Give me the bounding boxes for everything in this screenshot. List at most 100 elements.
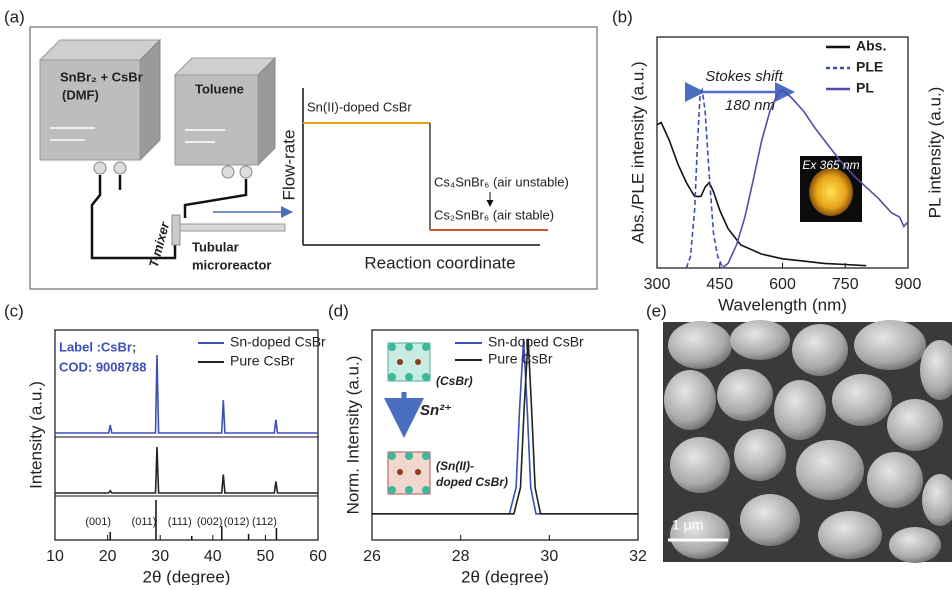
reference-label: (112)	[252, 516, 277, 528]
x-tick-label: 30	[151, 548, 169, 565]
series-line	[55, 354, 318, 434]
atom	[415, 469, 421, 475]
x-tick-label: 26	[363, 548, 381, 565]
particle	[664, 370, 716, 430]
series-line	[721, 89, 909, 269]
panel-label: (e)	[646, 301, 667, 320]
crystal-inset	[384, 342, 431, 495]
x-tick-label: 50	[257, 548, 275, 565]
tube	[183, 179, 248, 218]
axis-label: Reaction coordinate	[364, 253, 515, 272]
reference-label: (011)	[132, 516, 157, 528]
particle	[889, 527, 941, 563]
atom	[405, 452, 413, 460]
particle	[670, 437, 730, 493]
t-mixer	[171, 214, 181, 246]
plot-frame	[371, 329, 639, 541]
x-tick-label: 28	[452, 548, 470, 565]
legend-label: Sn-doped CsBr	[230, 334, 326, 350]
particle	[668, 321, 732, 369]
reference-label: (012)	[224, 516, 250, 528]
particle	[832, 374, 892, 426]
box-front	[174, 74, 259, 166]
port	[221, 165, 235, 179]
reactor-tube	[179, 223, 286, 232]
annotation: 180 nm	[725, 97, 775, 114]
series-line	[55, 446, 318, 494]
particle	[818, 511, 882, 559]
box-top	[38, 39, 162, 61]
atom	[388, 343, 396, 351]
panel-label: (c)	[4, 301, 24, 320]
particle	[922, 474, 952, 526]
box-front	[39, 59, 141, 161]
x-axis-label: 2θ (degree)	[143, 567, 231, 585]
reference-label: (001)	[85, 516, 111, 528]
particle	[796, 440, 864, 500]
atom	[422, 373, 430, 381]
annotation: Sn²⁺	[420, 402, 452, 419]
atom	[422, 343, 430, 351]
atom	[405, 373, 413, 381]
particle	[734, 429, 786, 481]
legend-label: Pure CsBr	[488, 351, 553, 367]
panel-frame	[29, 26, 598, 290]
panel-label: (a)	[4, 7, 25, 26]
x-tick-label: 60	[309, 548, 327, 565]
particle	[670, 511, 730, 559]
x-tick-label: 900	[895, 276, 922, 293]
series-line	[685, 87, 727, 269]
x-tick-label: 32	[629, 548, 647, 565]
x-tick-label: 30	[540, 548, 558, 565]
atom	[388, 486, 396, 494]
tube	[90, 175, 177, 260]
legend-label: PLE	[856, 59, 883, 75]
reactor-label: microreactor	[192, 257, 271, 272]
atom	[422, 452, 430, 460]
series-line	[372, 338, 638, 515]
particle	[867, 452, 923, 508]
atom	[397, 359, 403, 365]
mixer-label: T-mixer	[146, 220, 173, 269]
atom	[388, 373, 396, 381]
stage-label: Cs₂SnBr₆ (air stable)	[434, 207, 554, 222]
reservoir-label: SnBr₂ + CsBr	[60, 69, 143, 84]
reference-label: (002)	[197, 516, 223, 528]
port	[113, 161, 127, 175]
y2-axis-label: PL intensity (a.u.)	[925, 87, 944, 219]
particle	[854, 320, 926, 370]
box-side	[139, 38, 161, 162]
stage-label: Cs₄SnBr₆ (air unstable)	[434, 174, 569, 189]
legend-label: Sn-doped CsBr	[488, 334, 584, 350]
axis-label: Flow-rate	[279, 130, 298, 201]
reference-label: (111)	[168, 516, 192, 528]
diagram: SnBr₂ + CsBr (DMF) Toluene T-mixer Tubul…	[29, 26, 598, 290]
panel-label: (d)	[328, 301, 349, 320]
y-axis-label: Intensity (a.u.)	[26, 381, 45, 489]
particle	[774, 380, 826, 440]
series-line	[372, 338, 638, 515]
legend-label: PL	[856, 80, 874, 96]
inset-label: Ex 365 nm	[802, 158, 859, 172]
x-tick-label: 750	[832, 276, 859, 293]
x-tick-label: 300	[644, 276, 671, 293]
y-axis-label: Norm. Intensity (a.u.)	[343, 356, 362, 515]
reactor-label: Tubular	[192, 239, 239, 254]
annotation: COD: 9008788	[59, 359, 146, 374]
x-axis-label: Wavelength (nm)	[718, 295, 847, 314]
stage-label: Sn(II)-doped CsBr	[307, 99, 412, 114]
atom	[397, 469, 403, 475]
legend-label: Pure CsBr	[230, 353, 295, 369]
annotation: (Sn(II)-	[436, 459, 474, 473]
box-side	[257, 56, 276, 167]
atom	[405, 343, 413, 351]
scale-label: 1 μm	[672, 517, 703, 533]
particle	[717, 369, 773, 421]
particle	[740, 494, 800, 546]
port	[93, 161, 107, 175]
atom	[405, 486, 413, 494]
annotation: Label :CsBr;	[59, 339, 136, 354]
x-tick-label: 40	[204, 548, 222, 565]
reservoir-label: (DMF)	[62, 87, 99, 102]
